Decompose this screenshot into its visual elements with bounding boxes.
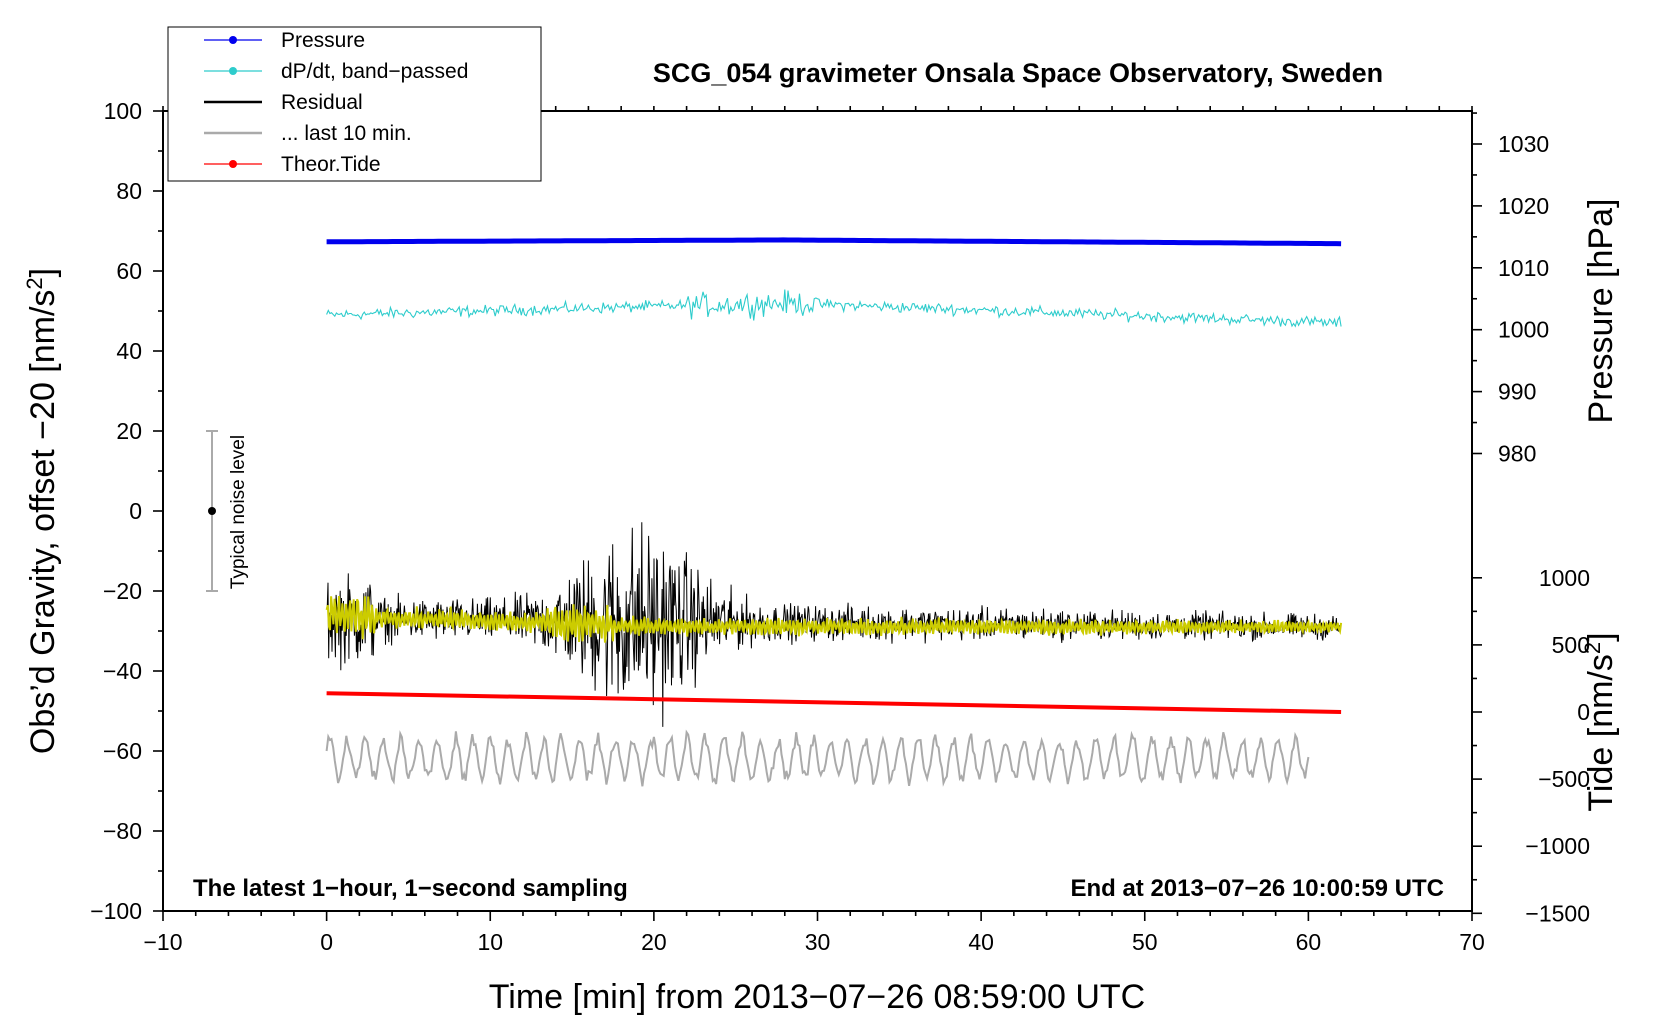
legend-label: Pressure bbox=[281, 29, 365, 52]
tide-tick-label: −500 bbox=[1538, 766, 1590, 792]
tide-title-text: Tide [nm/s bbox=[1582, 654, 1620, 811]
y-tick-label: −60 bbox=[103, 738, 142, 764]
series-dpdt bbox=[326, 289, 1342, 328]
pressure-tick-label: 1020 bbox=[1498, 193, 1549, 219]
tide-tick-label: 0 bbox=[1577, 699, 1590, 725]
x-tick-label: 40 bbox=[968, 929, 994, 955]
tide-tick-label: −1000 bbox=[1525, 833, 1590, 859]
tide-tick-label: 500 bbox=[1552, 632, 1590, 658]
noise-level-indicator: Typical noise level bbox=[206, 430, 249, 592]
noise-label: Typical noise level bbox=[228, 435, 249, 589]
y-tick-label: −80 bbox=[103, 818, 142, 844]
y-tick-label: 0 bbox=[129, 498, 142, 524]
x-tick-label: 0 bbox=[320, 929, 333, 955]
y-tick-label: 100 bbox=[104, 98, 142, 124]
pressure-tick-label: 1000 bbox=[1498, 317, 1549, 343]
y-tick-label: 80 bbox=[116, 178, 142, 204]
axis-ticks: −10 0 10 20 30 40 50 60 70100806040200−20−40−60−… bbox=[90, 98, 1590, 955]
x-axis-title: Time [min] from 2013−07−26 08:59:00 UTC bbox=[489, 978, 1145, 1016]
legend-marker bbox=[229, 36, 237, 44]
y-tick-label: 40 bbox=[116, 338, 142, 364]
tide-tick-label: 1000 bbox=[1539, 565, 1590, 591]
tide-title-bracket: ] bbox=[1582, 632, 1620, 641]
tide-tick-label: −1500 bbox=[1525, 900, 1590, 926]
pressure-tick-label: 1010 bbox=[1498, 255, 1549, 281]
x-tick-label: 10 bbox=[477, 929, 503, 955]
y-tick-label: 20 bbox=[116, 418, 142, 444]
y-tick-label: −100 bbox=[90, 898, 142, 924]
legend-marker bbox=[229, 160, 237, 168]
note-sampling: The latest 1−hour, 1−second sampling bbox=[193, 875, 628, 902]
y-tick-label: −20 bbox=[103, 578, 142, 604]
series-theor-tide bbox=[326, 691, 1342, 714]
x-tick-label: 70 bbox=[1459, 929, 1485, 955]
y-left-title-bracket: ] bbox=[24, 268, 62, 277]
y-axis-left-title: Obs’d Gravity, offset −20 [nm/s2] bbox=[22, 268, 62, 754]
y-tick-label: 60 bbox=[116, 258, 142, 284]
noise-center-dot bbox=[208, 507, 216, 515]
data-series bbox=[325, 237, 1343, 787]
legend-marker bbox=[229, 67, 237, 75]
chart-title: SCG_054 gravimeter Onsala Space Observat… bbox=[653, 58, 1383, 88]
note-end-time: End at 2013−07−26 10:00:59 UTC bbox=[1070, 875, 1444, 902]
plot-frame bbox=[162, 110, 1473, 912]
y-axis-tide-title: Tide [nm/s2] bbox=[1580, 632, 1620, 811]
y-axis-pressure-title: Pressure [hPa] bbox=[1582, 199, 1620, 424]
tide-title-exponent: 2 bbox=[1580, 642, 1605, 654]
legend: Pressure dP/dt, band−passed Residual ... la… bbox=[167, 26, 542, 182]
pressure-tick-label: 1030 bbox=[1498, 131, 1549, 157]
y-tick-label: −40 bbox=[103, 658, 142, 684]
legend-box bbox=[167, 26, 542, 182]
legend-label: dP/dt, band−passed bbox=[281, 60, 468, 83]
x-tick-label: 60 bbox=[1296, 929, 1322, 955]
series-pressure bbox=[326, 237, 1342, 247]
series-residual-smoothed bbox=[325, 595, 1343, 643]
x-tick-label: −10 bbox=[143, 929, 182, 955]
legend-label: ... last 10 min. bbox=[281, 122, 412, 145]
pressure-tick-label: 990 bbox=[1498, 379, 1536, 405]
series-last-10-min bbox=[325, 729, 1310, 787]
legend-label: Residual bbox=[281, 91, 363, 114]
x-tick-label: 50 bbox=[1132, 929, 1158, 955]
pressure-tick-label: 980 bbox=[1498, 441, 1536, 467]
y-left-title-exponent: 2 bbox=[22, 277, 47, 289]
x-tick-label: 30 bbox=[805, 929, 831, 955]
x-tick-label: 20 bbox=[641, 929, 667, 955]
y-left-title-text: Obs’d Gravity, offset −20 [nm/s bbox=[24, 290, 62, 755]
legend-label: Theor.Tide bbox=[281, 153, 381, 176]
